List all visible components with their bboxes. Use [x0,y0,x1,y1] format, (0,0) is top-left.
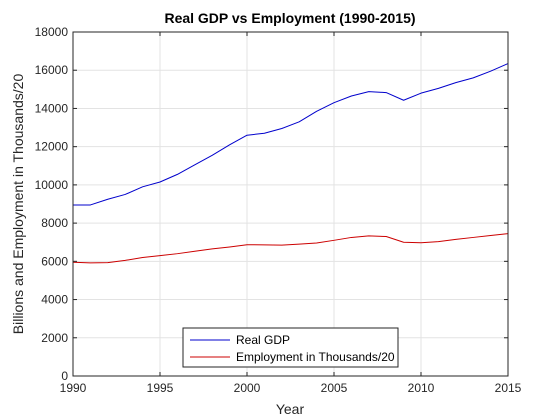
y-tick-label: 4000 [41,293,68,307]
y-axis-label: Billions and Employment in Thousands/20 [10,74,26,335]
plot-area [73,32,508,376]
y-tick-label: 14000 [35,101,69,115]
grid [72,31,509,377]
legend-label-employment: Employment in Thousands/20 [236,350,395,364]
y-tick-label: 8000 [41,216,68,230]
legend: Real GDP Employment in Thousands/20 [182,327,399,368]
series-line-employment-in-thousands-20 [72,233,509,264]
series-line-real-gdp [73,63,509,206]
y-tick-label: 6000 [41,254,68,268]
y-tick-label: 16000 [35,63,69,77]
x-tick-label: 2005 [321,381,348,395]
y-tick-label: 0 [61,369,68,383]
y-tick-label: 18000 [35,25,69,39]
y-tick-label: 10000 [35,178,69,192]
x-tick-label: 1990 [60,381,87,395]
x-tick-label: 1995 [147,381,174,395]
ticks: 1990 1995 2000 2005 2010 2015 0 2000 4000 6000 800… [35,25,522,395]
x-axis-label: Year [276,401,305,417]
legend-label-real-gdp: Real GDP [236,333,290,347]
x-tick-label: 2010 [408,381,435,395]
chart-title: Real GDP vs Employment (1990-2015) [164,10,415,26]
y-tick-label: 2000 [41,331,68,345]
x-tick-label: 2000 [234,381,261,395]
series-layer [72,63,509,264]
x-tick-label: 2015 [495,381,522,395]
y-tick-label: 12000 [35,140,69,154]
plot-frame [72,31,509,377]
legend-box [182,327,399,368]
